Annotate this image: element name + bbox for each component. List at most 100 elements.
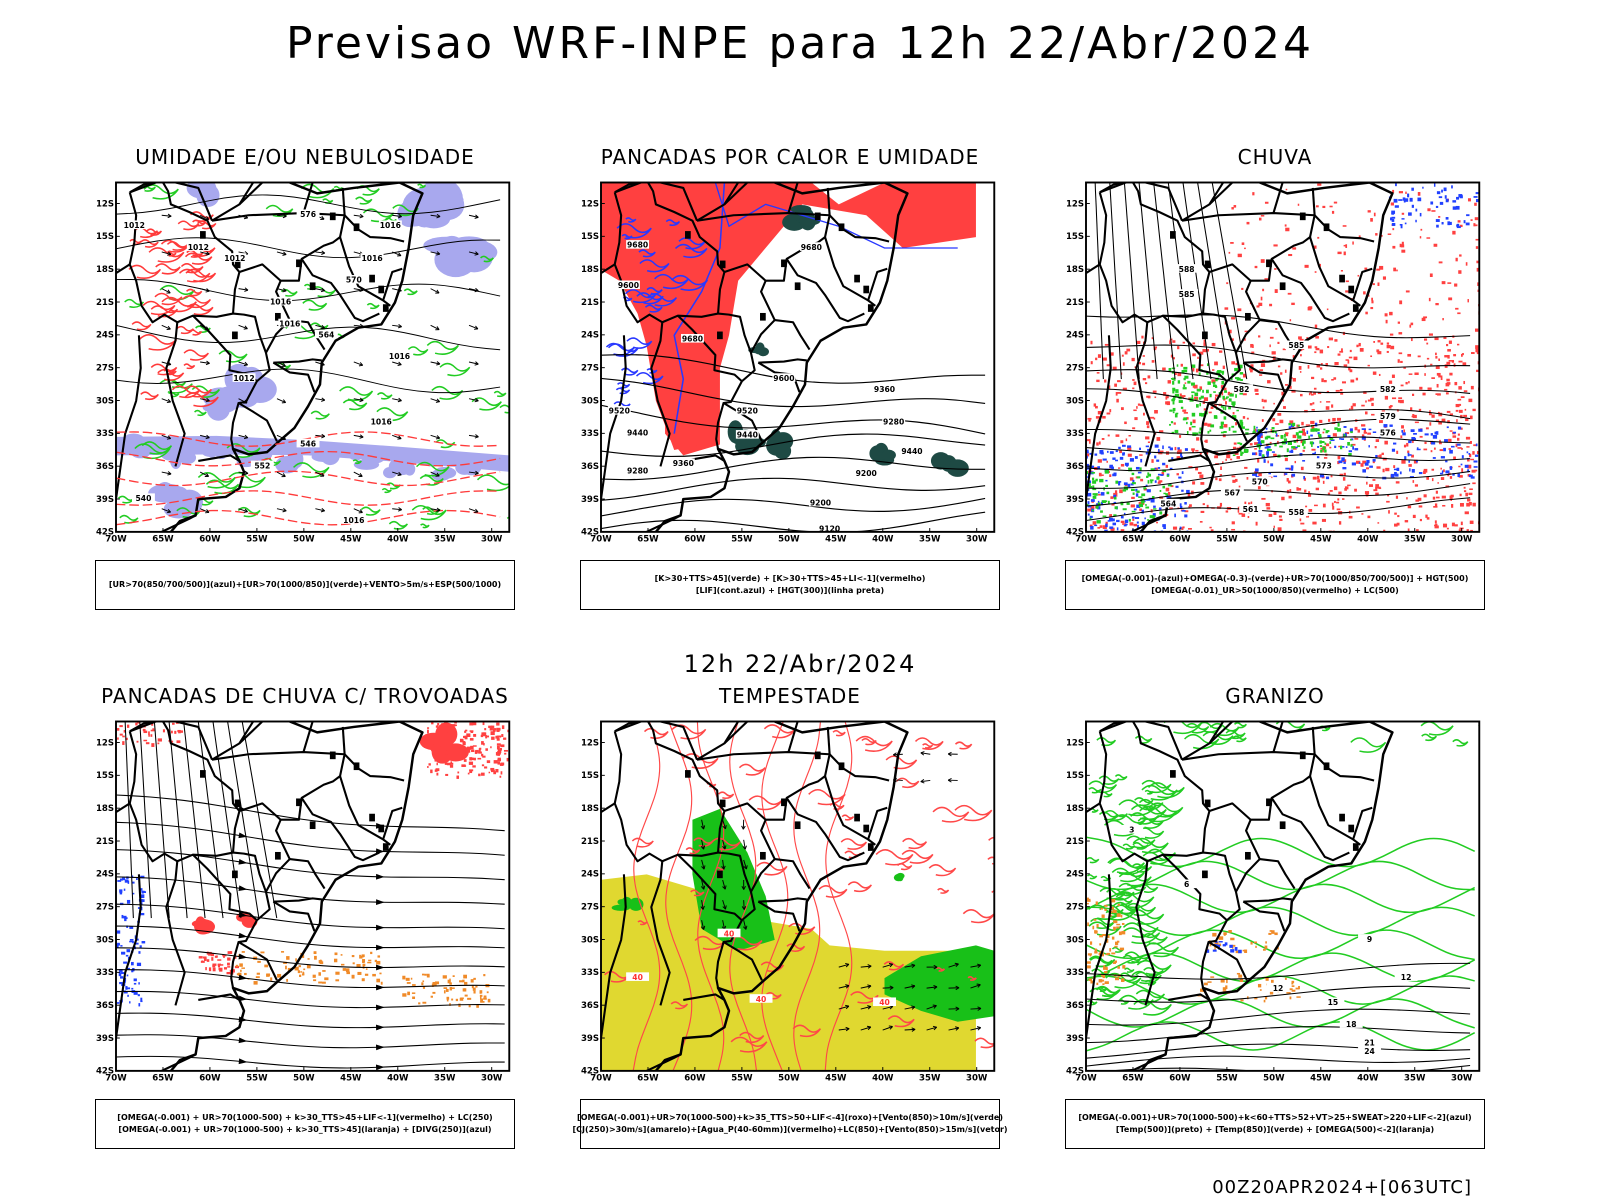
rain-red-spot — [1264, 278, 1269, 280]
rain-green-spot — [1244, 448, 1248, 451]
omega-orange-spot — [1223, 932, 1227, 936]
rain-red-spot — [1447, 474, 1450, 477]
storm-orange-spot — [253, 981, 258, 985]
wind-vector — [167, 251, 172, 256]
omega-orange-spot — [1242, 949, 1245, 952]
rain-green-spot — [1205, 389, 1209, 394]
rain-blue-spot — [1106, 450, 1109, 453]
storm-orange-spot — [424, 973, 427, 976]
rain-red-spot — [1434, 525, 1439, 529]
rain-red-spot — [1120, 529, 1125, 532]
storm-red-spot — [177, 729, 181, 733]
storm-orange-spot — [297, 970, 300, 974]
wind-vector — [244, 287, 249, 292]
rain-blue-spot — [1181, 471, 1184, 475]
contour-label: 3 — [1129, 826, 1134, 835]
border-line — [165, 322, 186, 467]
storm-orange-spot — [256, 972, 260, 975]
wind-vector — [701, 879, 705, 890]
rain-green-spot — [1166, 474, 1169, 477]
rain-green-spot — [1091, 509, 1095, 512]
temp850-green-contour — [1142, 933, 1168, 945]
map-frame — [600, 720, 996, 1072]
thickness-red-contour — [184, 385, 213, 398]
contour-label: 9680 — [801, 243, 822, 252]
rain-red-spot — [1197, 356, 1199, 359]
storm-orange-spot — [360, 955, 363, 959]
border-line — [1168, 993, 1210, 1001]
hail-blue-spot — [1215, 944, 1221, 948]
rain-blue-spot — [1467, 469, 1470, 473]
hail-blue-spot — [1212, 949, 1217, 952]
omega-orange-spot — [1114, 945, 1118, 948]
rain-green-spot — [1226, 396, 1229, 398]
rain-red-spot — [1322, 431, 1325, 434]
storm-orange-spot — [446, 996, 450, 1000]
rain-red-spot — [1393, 267, 1397, 272]
rain-red-spot — [1263, 399, 1267, 403]
rain-blue-spot — [1136, 504, 1141, 508]
streamline — [116, 876, 505, 905]
rain-red-spot — [1211, 342, 1216, 347]
border-line — [601, 263, 616, 274]
rain-blue-spot — [1264, 446, 1269, 449]
border-line — [613, 192, 719, 324]
storm-orange-spot — [314, 955, 317, 960]
rain-blue-spot — [1109, 451, 1114, 454]
rain-red-spot — [1399, 243, 1402, 248]
lifted-index-blue-contour — [671, 274, 709, 291]
rain-red-spot — [1147, 395, 1151, 399]
wind-vector — [276, 251, 287, 255]
border-line — [265, 819, 291, 893]
rain-red-spot — [1159, 430, 1164, 433]
rain-red-spot — [1119, 449, 1122, 454]
rain-red-spot — [1120, 407, 1124, 411]
rain-green-spot — [1138, 503, 1144, 508]
storm-orange-spot — [372, 973, 376, 977]
rain-red-spot — [1200, 510, 1205, 513]
storm-red-spot — [136, 740, 139, 743]
border-line — [1181, 750, 1316, 821]
rain-green-spot — [1239, 449, 1242, 453]
wind-vector — [397, 213, 402, 219]
rain-blue-spot — [1157, 467, 1161, 469]
humidity-green-contour — [493, 390, 507, 398]
rain-red-spot — [1203, 342, 1207, 346]
storm-orange-spot — [321, 981, 326, 984]
k-index-dark-area — [881, 449, 896, 461]
rain-blue-spot — [1113, 501, 1117, 504]
rain-red-spot — [1317, 479, 1321, 483]
rain-red-spot — [1466, 446, 1470, 448]
rain-red-spot — [1352, 241, 1354, 245]
storm-red-area — [431, 739, 454, 764]
lon-tick-label: 55W — [1216, 534, 1238, 544]
wind-vector — [204, 472, 210, 477]
storm-orange-spot — [266, 973, 270, 977]
rain-red-spot — [1355, 377, 1359, 381]
storm-orange-spot — [449, 978, 451, 981]
wind-vector — [920, 751, 925, 756]
rain-green-spot — [1200, 413, 1205, 417]
rain-red-spot — [1446, 378, 1450, 382]
lon-tick-label: 65W — [152, 1073, 174, 1083]
rain-red-spot — [1237, 506, 1240, 509]
thickness-red-contour — [186, 303, 214, 316]
rain-red-spot — [1305, 424, 1310, 426]
rain-green-spot — [1311, 444, 1313, 447]
border-line — [723, 182, 749, 206]
rain-green-spot — [1220, 411, 1224, 414]
lake — [1339, 813, 1345, 822]
rain-red-spot — [1363, 391, 1367, 394]
rain-green-spot — [1191, 364, 1196, 368]
divergence-blue-spot — [117, 942, 120, 945]
storm-orange-spot — [376, 960, 381, 965]
rain-red-spot — [1400, 360, 1403, 363]
rain-red-spot — [1241, 287, 1244, 290]
rain-red-spot — [1121, 354, 1124, 357]
border-line — [660, 182, 698, 222]
omega-orange-spot — [1087, 922, 1089, 927]
storm-red-spot — [211, 957, 214, 961]
rain-red-spot — [1215, 394, 1219, 397]
divergence-blue-spot — [140, 997, 143, 1001]
lat-tick-label: 36S — [96, 1001, 114, 1011]
